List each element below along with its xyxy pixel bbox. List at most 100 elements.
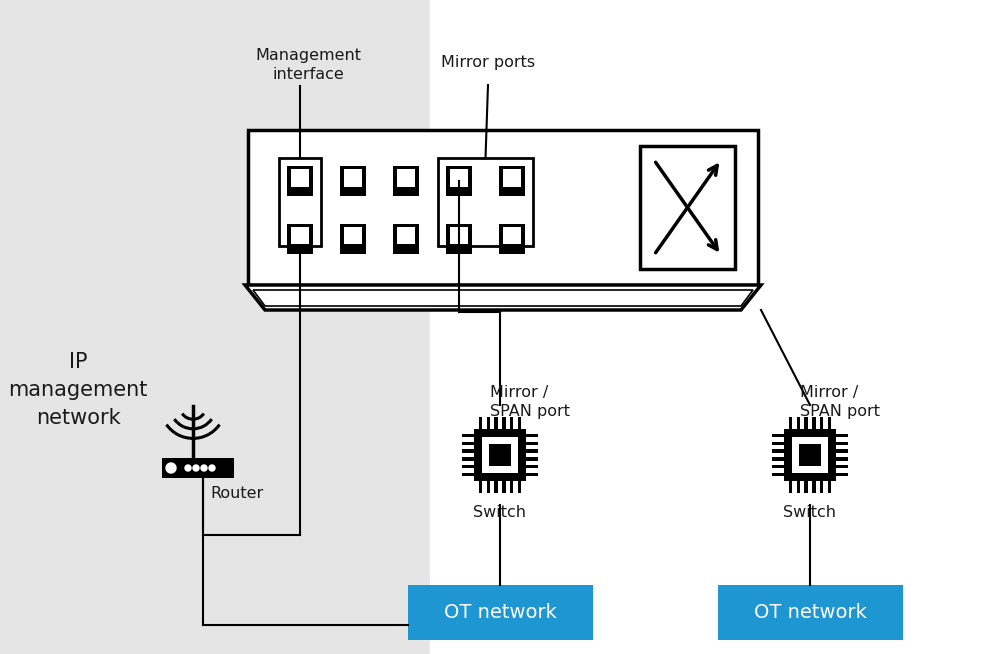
Bar — [797, 417, 800, 429]
Circle shape — [201, 465, 207, 471]
Bar — [356, 186, 360, 190]
Bar — [462, 434, 474, 437]
Bar — [828, 417, 832, 429]
Bar — [526, 441, 538, 445]
Bar — [499, 166, 525, 196]
Bar — [351, 244, 355, 248]
Bar — [279, 158, 321, 246]
Bar — [479, 481, 482, 492]
Bar — [397, 226, 415, 244]
Bar — [489, 443, 511, 466]
Bar — [502, 481, 506, 492]
Bar — [789, 481, 792, 492]
Bar — [409, 244, 413, 248]
Bar — [462, 441, 474, 445]
Bar — [772, 434, 784, 437]
Bar — [487, 417, 490, 429]
Bar — [298, 186, 302, 190]
Bar — [399, 244, 403, 248]
Bar — [837, 449, 847, 453]
Bar — [438, 158, 533, 246]
Bar — [462, 457, 474, 460]
Bar — [487, 481, 490, 492]
Bar — [805, 417, 808, 429]
Bar — [462, 465, 474, 468]
Bar — [462, 244, 466, 248]
Bar — [446, 224, 472, 254]
Bar — [298, 244, 302, 248]
Bar — [404, 244, 408, 248]
Bar — [345, 226, 361, 244]
Bar — [772, 441, 784, 445]
Bar — [820, 481, 824, 492]
Bar — [351, 186, 355, 190]
Bar — [397, 169, 415, 186]
Bar — [356, 244, 360, 248]
Bar — [813, 481, 816, 492]
Bar — [293, 244, 297, 248]
Bar — [797, 481, 800, 492]
Bar — [772, 457, 784, 460]
Bar — [505, 244, 509, 248]
Bar — [515, 244, 519, 248]
Circle shape — [166, 463, 176, 473]
Bar — [837, 473, 847, 476]
Bar — [837, 457, 847, 460]
Bar — [291, 169, 309, 186]
Bar — [772, 449, 784, 453]
Bar — [462, 473, 474, 476]
Polygon shape — [245, 285, 761, 310]
Bar — [518, 481, 521, 492]
Bar — [287, 166, 313, 196]
Bar — [450, 169, 468, 186]
Bar — [340, 224, 366, 254]
Bar — [452, 244, 456, 248]
Bar — [499, 224, 525, 254]
Bar — [287, 224, 313, 254]
Bar — [510, 481, 514, 492]
Bar — [510, 244, 514, 248]
Bar — [457, 244, 461, 248]
Bar — [784, 429, 837, 481]
Bar — [345, 169, 361, 186]
Bar — [462, 449, 474, 453]
Bar — [718, 585, 903, 640]
Bar — [248, 130, 758, 285]
Bar — [409, 186, 413, 190]
Bar — [526, 473, 538, 476]
Bar — [446, 166, 472, 196]
Bar — [494, 417, 498, 429]
Bar — [502, 417, 506, 429]
Text: Mirror /
SPAN port: Mirror / SPAN port — [800, 385, 880, 419]
Bar — [503, 169, 521, 186]
Text: Switch: Switch — [473, 505, 527, 520]
Bar — [303, 244, 307, 248]
Bar — [789, 417, 792, 429]
Bar — [462, 186, 466, 190]
Bar — [503, 226, 521, 244]
Polygon shape — [430, 0, 990, 654]
Bar — [393, 166, 419, 196]
Bar — [837, 434, 847, 437]
Bar — [805, 481, 808, 492]
Bar — [510, 417, 514, 429]
Bar — [510, 186, 514, 190]
Bar — [474, 429, 526, 481]
Bar — [792, 437, 829, 473]
Text: Switch: Switch — [783, 505, 837, 520]
Bar — [303, 186, 307, 190]
Text: OT network: OT network — [753, 603, 866, 622]
Bar — [340, 166, 366, 196]
Bar — [291, 226, 309, 244]
Bar — [399, 186, 403, 190]
Text: Mirror ports: Mirror ports — [441, 55, 535, 70]
Bar — [772, 465, 784, 468]
Text: IP
management
network: IP management network — [8, 352, 148, 428]
Circle shape — [193, 465, 199, 471]
Bar — [162, 458, 234, 478]
Bar — [515, 186, 519, 190]
Bar — [393, 224, 419, 254]
Bar — [526, 449, 538, 453]
Bar — [837, 465, 847, 468]
Bar — [799, 443, 822, 466]
